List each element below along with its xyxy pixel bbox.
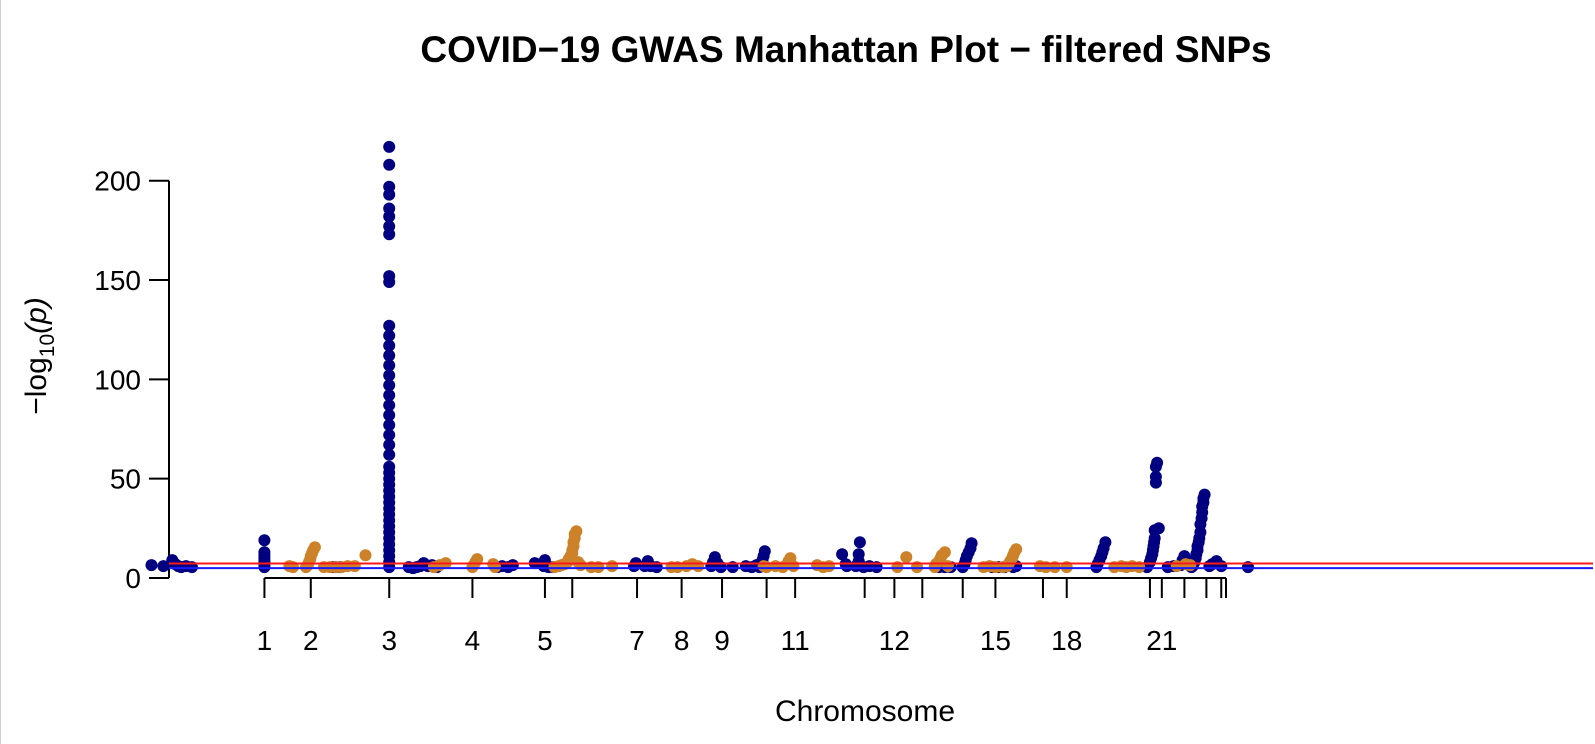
snp-point xyxy=(383,349,396,362)
x-tick-label: 18 xyxy=(1051,625,1082,656)
x-axis-title: Chromosome xyxy=(775,695,955,728)
snp-point xyxy=(359,549,372,562)
x-tick-label: 12 xyxy=(879,625,910,656)
snp-point xyxy=(308,541,321,554)
window-left-border xyxy=(0,0,1,744)
x-tick-label: 21 xyxy=(1146,625,1177,656)
x-tick-label: 5 xyxy=(537,625,553,656)
snp-point xyxy=(383,429,396,441)
snp-point xyxy=(258,546,271,559)
snp-point xyxy=(606,560,619,573)
x-tick-label: 11 xyxy=(781,625,810,656)
x-axis: 1 2 3 4 5 7 8 9 11 12 15 18 21 xyxy=(257,577,1228,656)
snp-point xyxy=(383,438,396,451)
snp-point xyxy=(823,560,835,573)
y-tick-label: 0 xyxy=(125,563,141,594)
snp-point xyxy=(574,559,587,572)
snp-point xyxy=(758,545,771,558)
snp-point xyxy=(383,329,396,342)
snp-point xyxy=(383,202,396,215)
y-tick-label: 100 xyxy=(94,364,141,395)
y-tick-label: 150 xyxy=(94,265,141,296)
snp-point xyxy=(157,560,170,573)
snp-point xyxy=(383,220,396,233)
chart-title: COVID−19 GWAS Manhattan Plot − filtered … xyxy=(420,29,1271,70)
snp-point xyxy=(836,548,849,561)
snp-point xyxy=(348,560,361,573)
y-axis: 0 50 100 150 200 xyxy=(94,166,170,594)
y-tick-label: 50 xyxy=(110,464,141,495)
snp-point xyxy=(383,180,396,193)
snp-point xyxy=(383,399,396,412)
snp-point xyxy=(787,560,800,573)
snp-point xyxy=(383,448,396,461)
snp-point xyxy=(900,551,913,564)
snp-point xyxy=(471,553,484,566)
y-tick-label: 200 xyxy=(94,166,141,197)
snp-point xyxy=(1215,560,1228,573)
snp-point xyxy=(1152,522,1165,535)
snp-point xyxy=(506,559,519,572)
snp-point xyxy=(383,158,396,171)
snp-point xyxy=(853,536,866,549)
y-axis-title-prefix: −log xyxy=(20,357,53,415)
x-tick-label: 15 xyxy=(980,625,1011,656)
snp-point xyxy=(383,140,396,153)
x-tick-label: 7 xyxy=(629,625,645,656)
x-tick-label: 3 xyxy=(381,625,397,656)
x-tick-label: 8 xyxy=(674,625,690,656)
y-axis-title: −log10(p) xyxy=(20,297,59,415)
snp-point xyxy=(1010,543,1023,556)
y-axis-title-suffix: (p) xyxy=(20,297,53,334)
snp-point xyxy=(258,534,271,547)
x-tick-label: 4 xyxy=(465,625,481,656)
x-tick-label: 2 xyxy=(303,625,319,656)
snp-point xyxy=(941,560,954,573)
x-tick-label: 1 xyxy=(257,625,273,656)
snp-point xyxy=(965,537,978,550)
snp-point xyxy=(383,369,396,382)
snp-point xyxy=(383,460,396,473)
x-tick-label: 9 xyxy=(714,625,730,656)
snp-point xyxy=(383,409,396,422)
snp-point xyxy=(852,548,865,561)
snp-point xyxy=(383,319,396,332)
snp-point xyxy=(938,546,951,559)
threshold-lines xyxy=(169,562,1593,570)
data-points xyxy=(145,140,1254,575)
snp-point xyxy=(1198,488,1211,501)
snp-point xyxy=(570,525,583,538)
snp-point xyxy=(383,419,396,431)
snp-point xyxy=(383,389,396,402)
snp-point xyxy=(1151,456,1164,469)
snp-point xyxy=(1184,559,1197,572)
snp-point xyxy=(145,559,158,572)
snp-point xyxy=(383,339,396,352)
snp-point xyxy=(383,379,396,392)
snp-point xyxy=(383,270,396,283)
y-axis-title-subscript: 10 xyxy=(36,334,59,357)
snp-point xyxy=(1149,470,1162,483)
snp-point xyxy=(1099,536,1112,549)
snp-point xyxy=(383,359,396,372)
snp-point xyxy=(692,560,705,573)
